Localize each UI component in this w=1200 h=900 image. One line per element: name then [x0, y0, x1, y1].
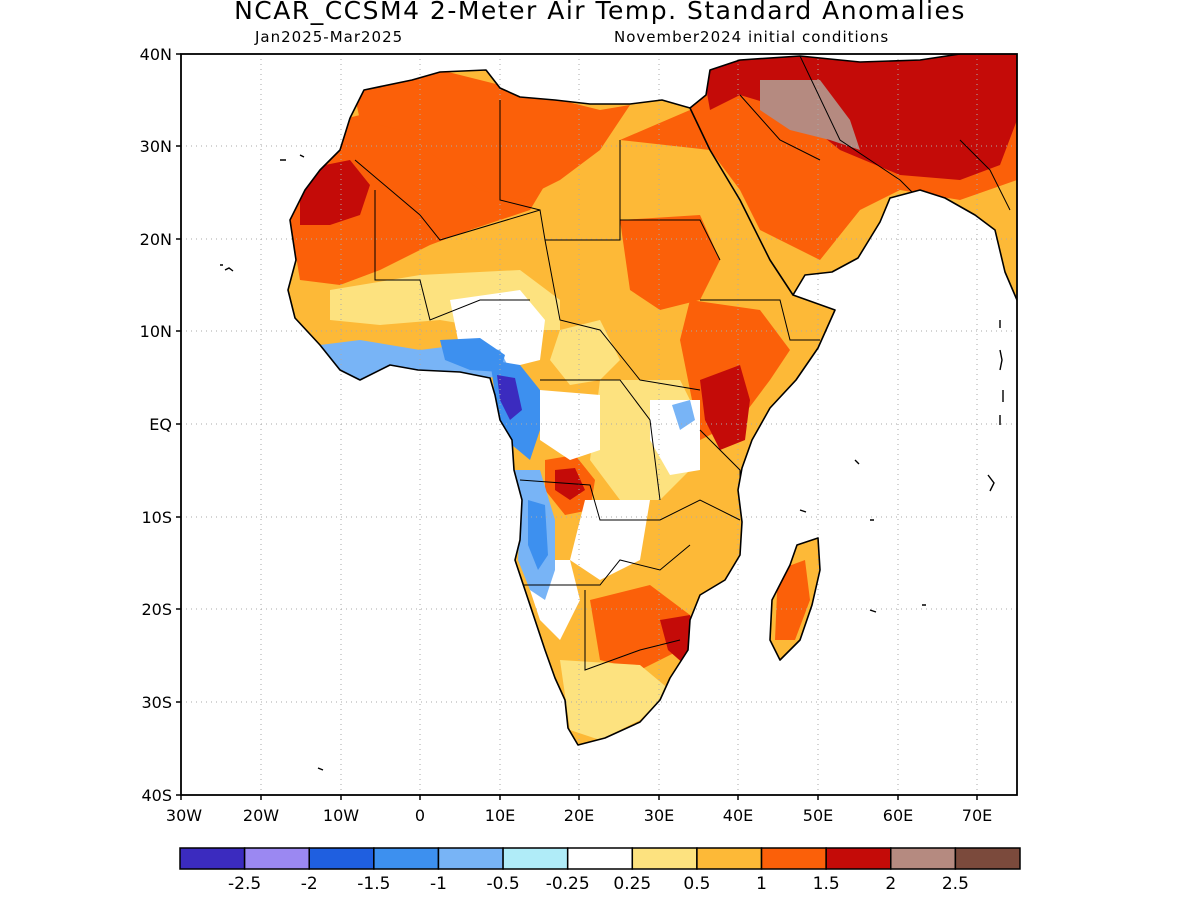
x-tick-label: 60E	[883, 806, 913, 825]
y-tick-label: 10N	[140, 322, 172, 341]
x-tick-label: 20W	[243, 806, 279, 825]
legend-label: 0.5	[683, 874, 710, 894]
x-axis-labels: 30W 20W 10W 0 10E 20E 30E 40E 50E 60E 70…	[166, 806, 992, 825]
legend-color-cell	[890, 847, 957, 870]
legend-color-cell	[373, 847, 440, 870]
x-tick-label: 30W	[166, 806, 202, 825]
legend-label: -0.25	[546, 874, 590, 894]
forecast-period: Jan2025-Mar2025	[255, 28, 404, 46]
legend-color-cell	[179, 847, 246, 870]
y-tick-label: EQ	[149, 415, 172, 434]
y-tick-label: 30N	[140, 137, 172, 156]
legend-color-cell	[308, 847, 375, 870]
legend-colorbar	[179, 847, 1021, 870]
legend-label: -2.5	[228, 874, 261, 894]
legend-label: 2.5	[942, 874, 969, 894]
legend-color-cell	[696, 847, 763, 870]
y-tick-label: 40N	[140, 45, 172, 64]
legend-color-cell	[631, 847, 698, 870]
y-tick-label: 40S	[141, 786, 172, 805]
map-grid	[181, 54, 1017, 795]
country-borders	[354, 55, 1011, 671]
x-tick-label: 10E	[485, 806, 515, 825]
y-axis-labels: 40N 30N 20N 10N EQ 10S 20S 30S 40S	[140, 45, 172, 805]
y-axis-ticks	[176, 53, 181, 796]
legend-label: -2	[301, 874, 318, 894]
y-tick-label: 10S	[141, 508, 172, 527]
legend-color-cell	[954, 847, 1021, 870]
y-tick-label: 20N	[140, 230, 172, 249]
y-tick-label: 30S	[141, 693, 172, 712]
x-tick-label: 50E	[803, 806, 833, 825]
x-tick-label: 10W	[323, 806, 359, 825]
x-axis-ticks	[180, 795, 978, 800]
x-tick-label: 0	[415, 806, 425, 825]
legend-color-cell	[243, 847, 310, 870]
x-tick-label: 40E	[723, 806, 753, 825]
y-tick-label: 20S	[141, 600, 172, 619]
legend-label: 1.5	[813, 874, 840, 894]
legend-label: -1	[430, 874, 447, 894]
legend-label: 1	[756, 874, 767, 894]
initial-conditions: November2024 initial conditions	[614, 28, 890, 46]
legend-color-cell	[502, 847, 569, 870]
x-tick-label: 70E	[962, 806, 992, 825]
legend-label: 2	[885, 874, 896, 894]
x-tick-label: 30E	[644, 806, 674, 825]
islands	[220, 154, 1004, 771]
legend-label: -1.5	[357, 874, 390, 894]
legend-label: -0.5	[486, 874, 519, 894]
legend-color-cell	[437, 847, 504, 870]
x-tick-label: 20E	[564, 806, 594, 825]
legend-label: 0.25	[613, 874, 651, 894]
legend-color-cell	[760, 847, 827, 870]
map-title: NCAR_CCSM4 2-Meter Air Temp. Standard An…	[234, 0, 966, 25]
legend-color-cell	[825, 847, 892, 870]
legend-labels: -2.5 -2 -1.5 -1 -0.5 -0.25 0.25 0.5 1 1.5 2 2.5	[228, 874, 969, 894]
legend-color-cell	[566, 847, 634, 870]
